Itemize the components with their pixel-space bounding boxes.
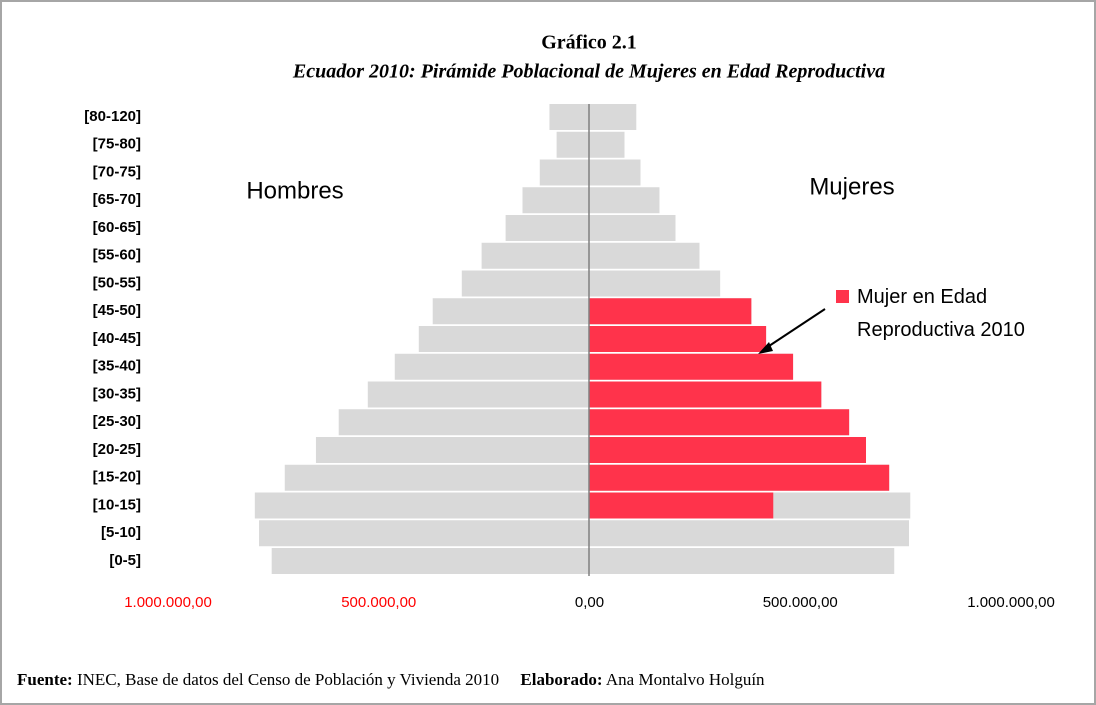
bar	[549, 104, 590, 130]
author-text: Ana Montalvo Holguín	[605, 670, 765, 689]
y-tick-label: [40-45]	[93, 330, 141, 347]
bar	[589, 104, 637, 130]
y-tick-label: [10-15]	[93, 496, 141, 513]
bar	[556, 131, 590, 158]
bar	[539, 159, 590, 186]
x-tick-label: 0,00	[575, 594, 604, 611]
bar	[461, 270, 590, 297]
y-tick-label: [55-60]	[93, 247, 141, 264]
y-tick-label: [65-70]	[93, 191, 141, 208]
bar	[271, 548, 590, 574]
chart-title: Gráfico 2.1	[541, 32, 637, 54]
y-tick-label: [60-65]	[93, 219, 141, 236]
x-tick-label: 500.000,00	[341, 594, 416, 611]
bar	[432, 298, 590, 325]
bar	[481, 242, 590, 269]
bar	[589, 464, 890, 491]
y-tick-label: [20-25]	[93, 441, 141, 458]
bar	[589, 159, 641, 186]
bar	[589, 381, 822, 408]
y-tick-label: [50-55]	[93, 274, 141, 291]
bar	[589, 187, 660, 214]
bar	[394, 353, 590, 380]
source-text: INEC, Base de datos del Censo de Poblaci…	[76, 670, 500, 689]
y-tick-label: [80-120]	[84, 108, 141, 125]
y-tick-label: [45-50]	[93, 302, 141, 319]
bar	[589, 520, 909, 547]
bar	[589, 548, 895, 574]
bar	[284, 464, 590, 491]
y-tick-label: [35-40]	[93, 358, 141, 375]
x-tick-label: 500.000,00	[763, 594, 838, 611]
chart-subtitle: Ecuador 2010: Pirámide Poblacional de Mu…	[292, 61, 885, 83]
author-label: Elaborado:	[520, 670, 603, 689]
bar	[259, 520, 590, 547]
y-tick-label: [0-5]	[109, 552, 141, 569]
arrow	[765, 308, 826, 349]
y-tick-label: [75-80]	[93, 136, 141, 153]
side-label: Mujeres	[809, 173, 894, 200]
y-tick-label: [30-35]	[93, 385, 141, 402]
x-tick-label: 1.000.000,00	[967, 594, 1055, 611]
x-tick-label: 1.000.000,00	[124, 594, 212, 611]
bar	[505, 215, 590, 241]
bar	[522, 187, 590, 214]
source-label: Fuente:	[17, 670, 73, 689]
bar	[367, 381, 590, 408]
bar	[418, 326, 590, 352]
y-tick-label: [5-10]	[101, 524, 141, 541]
legend-swatch	[836, 290, 849, 303]
bar	[338, 409, 590, 436]
bars	[254, 104, 911, 574]
side-label: Hombres	[246, 177, 343, 204]
y-tick-label: [25-30]	[93, 413, 141, 430]
bar	[589, 353, 794, 380]
bar	[589, 215, 676, 241]
bar	[589, 298, 752, 325]
legend-label: Mujer en Edad Reproductiva 2010	[857, 286, 1025, 341]
bar	[589, 437, 867, 463]
y-tick-label: [70-75]	[93, 163, 141, 180]
footer: Fuente: INEC, Base de datos del Censo de…	[17, 670, 765, 690]
bar	[315, 437, 590, 463]
y-tick-label: [15-20]	[93, 469, 141, 486]
bar	[589, 242, 700, 269]
arrow-head	[758, 342, 773, 354]
bar	[589, 270, 721, 297]
bar	[254, 492, 590, 519]
bar	[589, 492, 774, 519]
bar	[589, 131, 625, 158]
bar	[589, 326, 767, 352]
bar	[589, 409, 850, 436]
